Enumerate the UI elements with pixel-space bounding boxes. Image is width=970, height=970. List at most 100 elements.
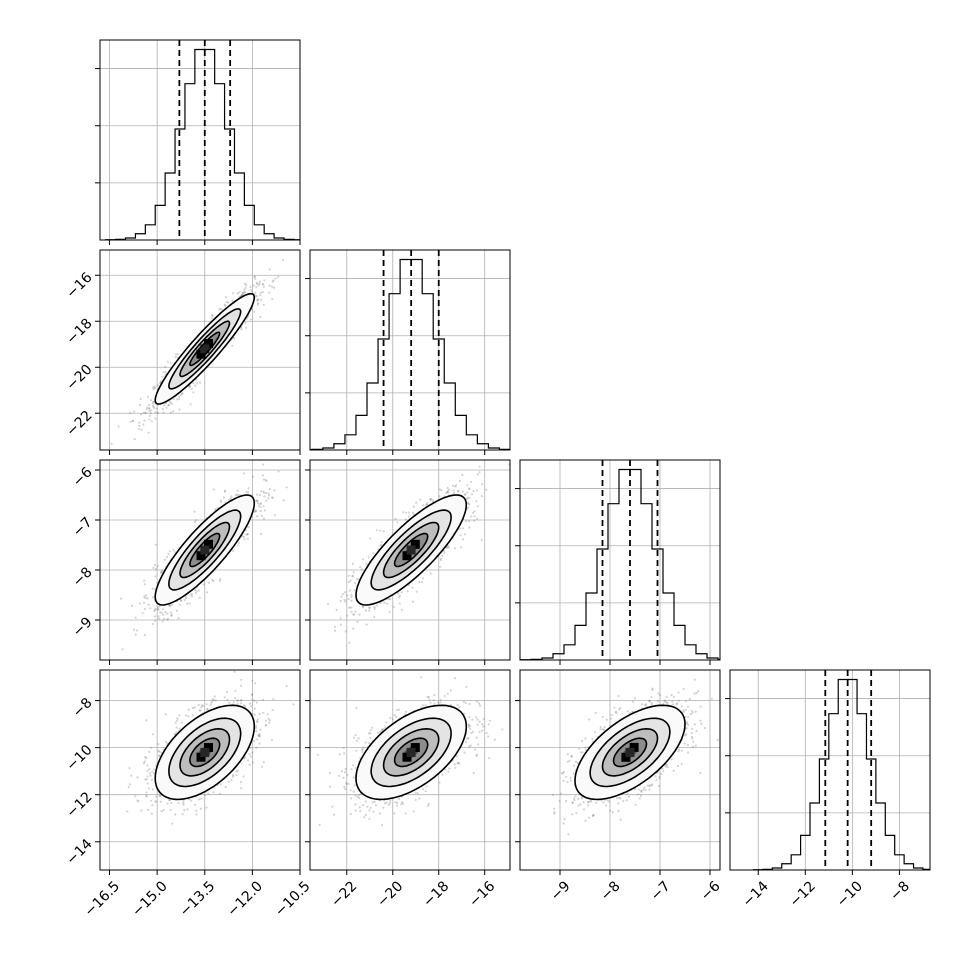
x-tick-label: −10.5 — [272, 878, 314, 920]
sample-point — [143, 633, 147, 637]
x-tick-label: −18 — [420, 878, 452, 910]
sample-point — [465, 685, 468, 689]
sample-point — [473, 510, 476, 513]
sample-point — [145, 719, 148, 722]
y-tick-label: −22 — [63, 408, 95, 440]
sample-point — [245, 326, 248, 329]
sample-point — [167, 404, 170, 407]
sample-point — [256, 738, 259, 741]
sample-point — [606, 799, 609, 802]
sample-point — [272, 697, 275, 701]
sample-point — [418, 580, 421, 584]
sample-point — [445, 491, 448, 494]
sample-point — [184, 714, 187, 717]
sample-point — [429, 572, 432, 575]
sample-point — [344, 600, 347, 603]
panel-frame — [99, 249, 301, 451]
sample-point — [144, 411, 147, 414]
panel-frame — [99, 39, 301, 241]
sample-point — [244, 756, 247, 759]
sample-point — [255, 282, 259, 285]
sample-point — [220, 500, 223, 504]
sample-point — [235, 774, 238, 777]
density-core-block — [402, 551, 412, 561]
contour-line-2 — [179, 521, 231, 579]
sample-point — [625, 799, 628, 802]
sample-point — [397, 708, 401, 711]
sample-point — [440, 489, 443, 492]
sample-point — [412, 511, 415, 514]
sample-point — [383, 601, 386, 605]
sample-point — [183, 598, 186, 602]
sample-point — [144, 596, 147, 600]
sample-point — [193, 510, 196, 513]
sample-point — [361, 748, 364, 751]
sample-point — [262, 285, 265, 288]
sample-point — [229, 497, 232, 500]
sample-point — [588, 816, 591, 819]
sample-point — [437, 701, 440, 704]
sample-point — [476, 718, 479, 721]
sample-point — [268, 719, 271, 722]
sample-point — [169, 605, 172, 608]
contour-line-0 — [355, 704, 468, 801]
sample-point — [358, 796, 361, 800]
sample-point — [146, 406, 149, 409]
contour-line-1 — [370, 717, 452, 788]
sample-point — [353, 588, 356, 591]
contour-line-3 — [393, 532, 429, 568]
sample-point — [463, 493, 466, 496]
sample-point — [153, 386, 156, 389]
sample-point — [166, 617, 170, 621]
sample-point — [692, 740, 695, 743]
sample-point — [367, 556, 370, 559]
sample-point — [470, 731, 473, 735]
sample-point — [271, 496, 274, 500]
sample-point — [672, 769, 675, 772]
sample-point — [154, 417, 157, 420]
sample-point — [468, 503, 471, 506]
sample-point — [381, 728, 384, 731]
sample-point — [133, 410, 136, 413]
sample-point — [187, 708, 190, 711]
sample-point — [599, 728, 602, 731]
sample-point — [648, 699, 651, 702]
sample-point — [255, 285, 258, 289]
sample-point — [344, 768, 347, 771]
sample-point — [350, 595, 353, 599]
sample-point — [266, 713, 269, 716]
sample-point — [364, 741, 367, 744]
sample-point — [198, 709, 201, 712]
sample-point — [176, 398, 179, 401]
sample-point — [359, 793, 362, 796]
sample-point — [457, 490, 460, 493]
sample-point — [166, 360, 170, 363]
sample-point — [178, 714, 181, 717]
sample-point — [472, 772, 475, 775]
sample-point — [253, 699, 256, 702]
sample-point — [258, 282, 261, 285]
sample-point — [342, 746, 345, 750]
sample-point — [134, 616, 137, 619]
sample-point — [225, 301, 228, 304]
sample-point — [665, 763, 669, 766]
sample-point — [609, 717, 612, 720]
sample-point — [151, 402, 154, 405]
sample-point — [261, 514, 264, 518]
density-core-block — [196, 551, 206, 561]
panel-frame — [309, 459, 511, 661]
sample-point — [428, 698, 431, 701]
sample-point — [650, 695, 653, 699]
sample-point — [346, 773, 349, 776]
sample-point — [158, 617, 161, 620]
sample-point — [441, 773, 444, 776]
sample-point — [447, 544, 450, 547]
sample-point — [178, 408, 181, 411]
sample-point — [349, 606, 353, 609]
sample-point — [427, 802, 430, 805]
sample-point — [468, 715, 471, 719]
sample-point — [677, 691, 680, 694]
contour-line-0 — [154, 292, 256, 405]
sample-point — [152, 386, 155, 389]
sample-point — [162, 809, 165, 812]
